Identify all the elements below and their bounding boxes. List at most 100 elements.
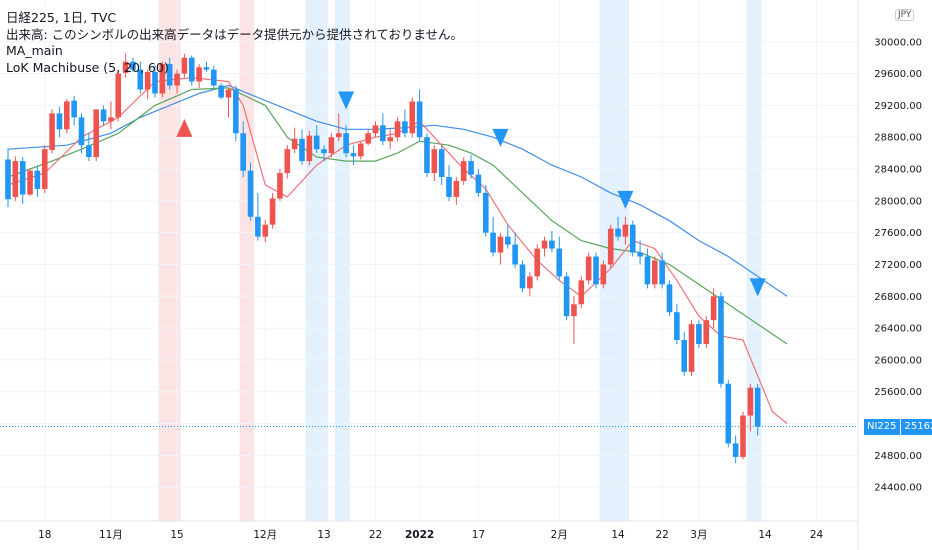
signal-band <box>239 0 255 521</box>
candle-body <box>556 248 563 277</box>
candle-body <box>78 117 85 146</box>
candle-body <box>19 161 26 195</box>
candle-body <box>394 121 401 138</box>
candle-body <box>490 232 496 253</box>
candle-body <box>27 170 33 195</box>
candle-body <box>196 67 202 82</box>
candle-body <box>115 73 122 118</box>
candle-body <box>122 61 129 73</box>
candle-body <box>181 57 188 74</box>
legend-indicator[interactable]: LoK Machibuse (5, 20, 60) <box>6 59 169 75</box>
candle-body <box>446 177 452 197</box>
candle-body <box>64 101 70 130</box>
candle-body <box>519 264 526 289</box>
candle-body <box>291 138 298 150</box>
candle-body <box>188 57 195 82</box>
price-tick-label: 27200.00 <box>874 260 922 271</box>
candle-body <box>313 135 320 150</box>
time-tick-label: 12月 <box>253 529 277 541</box>
candle-body <box>674 312 680 341</box>
candle-body <box>321 149 327 154</box>
candle-body <box>49 113 55 150</box>
candle-body <box>652 260 658 285</box>
candle-body <box>137 69 144 90</box>
time-tick-label: 2022 <box>405 529 434 541</box>
candle-body <box>563 276 570 317</box>
candle-body <box>247 170 254 217</box>
candle-body <box>372 125 379 134</box>
signal-band <box>599 0 630 521</box>
candle-body <box>637 252 643 257</box>
candle-body <box>732 443 739 457</box>
candle-body <box>108 117 114 122</box>
price-tick-label: 25600.00 <box>874 387 922 398</box>
candle-body <box>482 192 489 233</box>
time-tick-label: 14 <box>611 529 625 541</box>
candle-body <box>593 256 599 285</box>
price-tick-label: 29600.00 <box>874 69 922 80</box>
candle-body <box>438 149 445 177</box>
chart-legend: 日経225, 1日, TVC 出来高: このシンボルの出来高データはデータ提供元… <box>6 10 463 76</box>
time-tick-label: 14 <box>758 529 772 541</box>
price-tick-label: 26000.00 <box>874 355 922 366</box>
price-tick-label: 24400.00 <box>874 483 922 494</box>
legend-symbol[interactable]: 日経225, 1日, TVC <box>6 10 117 25</box>
price-tick-label: 26400.00 <box>874 324 922 335</box>
time-tick-label: 2月 <box>551 529 568 541</box>
candle-body <box>409 101 416 134</box>
candle-body <box>240 133 246 171</box>
candle-body <box>549 240 555 249</box>
last-price-value: 25162.56 <box>900 418 932 435</box>
candle-body <box>571 304 577 317</box>
candle-body <box>130 61 136 70</box>
last-price-symbol: NI225 <box>864 418 901 435</box>
candle-body <box>512 244 518 265</box>
signal-band <box>746 0 762 521</box>
candle-body <box>607 228 614 265</box>
candle-body <box>475 174 482 193</box>
currency-label[interactable]: JPY <box>895 9 915 21</box>
time-tick-label: 24 <box>810 529 824 541</box>
candle-body <box>5 159 11 200</box>
candle-body <box>34 170 41 189</box>
candle-body <box>431 149 438 174</box>
candle-body <box>159 64 166 94</box>
candle-body <box>71 100 77 118</box>
last-price-badge: NI225 25162.56 <box>864 418 932 435</box>
candle-body <box>152 72 158 94</box>
candle-body <box>696 324 702 344</box>
candle-body <box>225 89 232 98</box>
candle-body <box>644 256 651 285</box>
candle-body <box>12 161 19 197</box>
candle-body <box>402 121 408 134</box>
candle-body <box>218 85 224 98</box>
time-tick-label: 18 <box>38 529 51 541</box>
candle-body <box>688 324 695 372</box>
candle-body <box>718 296 724 384</box>
time-tick-label: 15 <box>170 529 183 541</box>
candle-body <box>233 89 239 134</box>
candle-body <box>600 264 607 285</box>
price-tick-label: 28800.00 <box>874 133 922 144</box>
time-tick-label: 11月 <box>99 529 123 541</box>
candle-body <box>335 133 342 138</box>
sell-signal-marker <box>617 190 634 209</box>
candle-body <box>703 320 710 344</box>
candle-body <box>615 228 621 237</box>
candle-body <box>174 73 180 86</box>
candle-body <box>166 64 173 86</box>
candle-body <box>622 224 629 237</box>
signal-band <box>335 0 350 521</box>
candle-body <box>144 72 151 90</box>
time-tick-label: 22 <box>369 529 382 541</box>
candle-body <box>754 387 761 427</box>
candle-body <box>629 224 636 253</box>
candle-body <box>578 280 585 305</box>
legend-ma-main[interactable]: MA_main <box>6 43 63 58</box>
candle-body <box>299 138 305 162</box>
buy-signal-marker <box>176 118 193 137</box>
time-tick-label: 17 <box>472 529 485 541</box>
candle-body <box>277 173 283 199</box>
price-tick-label: 29200.00 <box>874 101 922 112</box>
